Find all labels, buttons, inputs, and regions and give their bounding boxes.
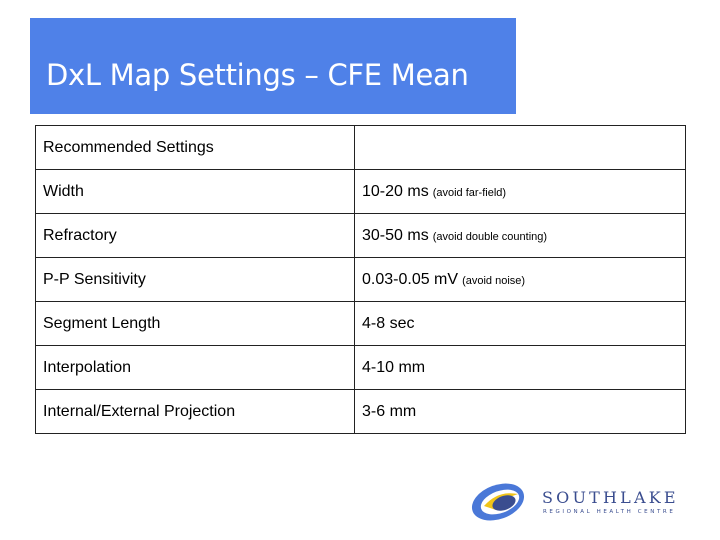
table-row: Interpolation 4-10 mm xyxy=(35,345,686,390)
table-header-row: Recommended Settings xyxy=(35,125,686,170)
setting-label: Width xyxy=(35,169,355,214)
setting-value-cell: 10-20 ms (avoid far-field) xyxy=(354,169,686,214)
settings-table: Recommended Settings Width 10-20 ms (avoi… xyxy=(35,125,686,434)
header-value-cell xyxy=(354,125,686,170)
table-row: Internal/External Projection 3-6 mm xyxy=(35,389,686,434)
setting-value-cell: 4-10 mm xyxy=(354,345,686,390)
setting-label: P-P Sensitivity xyxy=(35,257,355,302)
setting-value-cell: 3-6 mm xyxy=(354,389,686,434)
logo-name: SOUTHLAKE xyxy=(542,488,679,507)
setting-label: Internal/External Projection xyxy=(35,389,355,434)
table-row: P-P Sensitivity 0.03-0.05 mV (avoid noise… xyxy=(35,257,686,302)
table-row: Width 10-20 ms (avoid far-field) xyxy=(35,169,686,214)
logo-subtitle: REGIONAL HEALTH CENTRE xyxy=(543,509,676,515)
setting-value: 0.03-0.05 mV xyxy=(362,270,459,288)
setting-note: (avoid noise) xyxy=(462,274,526,287)
setting-label: Refractory xyxy=(35,213,355,258)
setting-value-cell: 30-50 ms (avoid double counting) xyxy=(354,213,686,258)
setting-label: Segment Length xyxy=(35,301,355,346)
slide-title: DxL Map Settings – CFE Mean xyxy=(46,58,469,92)
setting-label: Interpolation xyxy=(35,345,355,390)
setting-value: 3-6 mm xyxy=(362,402,417,420)
table-row: Refractory 30-50 ms (avoid double countin… xyxy=(35,213,686,258)
title-banner: DxL Map Settings – CFE Mean xyxy=(30,18,516,114)
header-label-cell: Recommended Settings xyxy=(35,125,355,170)
setting-value-cell: 0.03-0.05 mV (avoid noise) xyxy=(354,257,686,302)
setting-value: 4-8 sec xyxy=(362,314,415,332)
setting-value-cell: 4-8 sec xyxy=(354,301,686,346)
setting-note: (avoid double counting) xyxy=(432,230,548,243)
table-row: Segment Length 4-8 sec xyxy=(35,301,686,346)
setting-note: (avoid far-field) xyxy=(432,186,507,199)
southlake-logo: SOUTHLAKE REGIONAL HEALTH CENTRE xyxy=(468,476,683,526)
setting-value: 4-10 mm xyxy=(362,358,426,376)
setting-value: 10-20 ms xyxy=(362,182,429,200)
setting-value: 30-50 ms xyxy=(362,226,429,244)
southlake-logo-mark-icon xyxy=(471,483,525,521)
